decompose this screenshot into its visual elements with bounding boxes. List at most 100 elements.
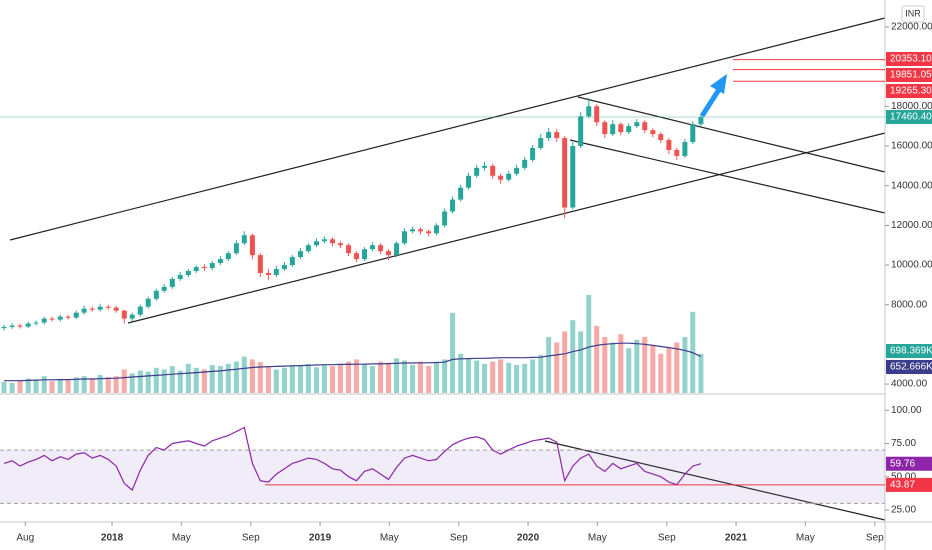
candle-body [1,326,7,329]
volume-bar [209,365,215,393]
down-trend-top [577,96,886,173]
price-tag [886,344,932,358]
volume-bar [362,363,368,393]
volume-bar [466,358,472,393]
volume-bar [378,361,384,393]
candle-body [666,140,672,150]
candle-body [57,316,63,320]
volume-bar [434,362,440,393]
volume-bar [698,353,704,393]
candle-body [586,106,592,117]
volume-bar [161,369,167,393]
volume-bar [1,381,7,393]
candle-body [538,138,544,148]
candle-body [442,211,448,226]
candle-body [369,245,375,250]
price-tag-label: 20353.10 [890,54,932,65]
candle-body [410,229,416,232]
candle-body [41,318,47,323]
volume-bar [81,376,87,393]
candle-body [265,272,271,275]
volume-bar [442,359,448,393]
volume-bar [634,339,640,393]
volume-bar [594,325,600,393]
volume-bar [426,366,432,393]
channel-bottom [127,132,886,324]
arrow-shaft [699,86,723,118]
candle-body [25,323,31,327]
volume-bar [217,366,223,393]
candle-body [209,263,215,269]
volume-bar [554,342,560,393]
candle-body [610,124,616,135]
volume-bar [265,366,271,393]
candle-body [594,106,600,123]
volume-bar [33,379,39,393]
candle-body [81,308,87,313]
candle-body [482,165,488,168]
price-tag-label: 698.369K [890,346,932,357]
volume-bar [257,362,263,393]
candle-body [33,322,39,324]
candle-body [514,167,520,174]
candle-body [698,117,704,125]
volume-bar [674,342,680,393]
candle-body [401,231,407,244]
y-tick-label: 10000.00 [891,260,932,271]
candle-body [602,122,608,135]
volume-bar [233,361,239,393]
price-tag [886,84,932,98]
y-tick-label: 4000.00 [891,379,928,390]
volume-bar [89,378,95,393]
candle-body [353,253,359,260]
x-tick-label: Sep [658,533,676,544]
y-tick-label: 8000.00 [891,299,928,310]
candle-body [321,239,327,242]
volume-bar [185,363,191,393]
candle-body [161,286,167,291]
candle-body [570,146,576,208]
price-tag-label: 17460.40 [890,112,932,123]
candle-body [522,159,528,168]
candle-body [474,167,480,176]
candle-body [129,314,135,319]
rsi-tick-label: 25.00 [891,505,916,516]
volume-bar [626,348,632,393]
volume-bar [49,381,55,393]
price-tag-label: 43.87 [890,480,915,491]
volume-bar [241,356,247,393]
rsi-tick-label: 100.00 [891,405,922,416]
volume-bar [602,337,608,393]
volume-bar [546,337,552,393]
volume-bar [169,366,175,393]
x-tick-label: May [588,533,607,544]
volume-bar [498,359,504,393]
candle-body [113,307,119,311]
channel-top [9,17,886,241]
rsi-line [3,426,702,492]
volume-bar [666,348,672,393]
price-tag-label: 19851.05 [890,70,932,81]
candle-body [642,122,648,131]
x-tick-label: Sep [450,533,468,544]
volume-bar [57,379,63,393]
candle-body [305,245,311,252]
price-tag [886,456,932,471]
volume-bar [618,334,624,393]
y-tick-label: 14000.00 [891,180,932,191]
candle-body [185,270,191,275]
volume-bar [281,367,287,393]
candle-body [434,225,440,234]
price-tag [886,360,932,374]
candle-body [9,325,15,327]
candle-body [418,229,424,232]
candle-body [530,147,536,160]
candle-body [626,126,632,133]
x-tick-label: May [796,533,815,544]
volume-bar [570,320,576,393]
price-tag-label: 59.76 [890,458,915,469]
volume-bar [97,375,103,393]
volume-bar [385,362,391,393]
candle-body [658,134,664,141]
volume-bar [330,366,336,393]
